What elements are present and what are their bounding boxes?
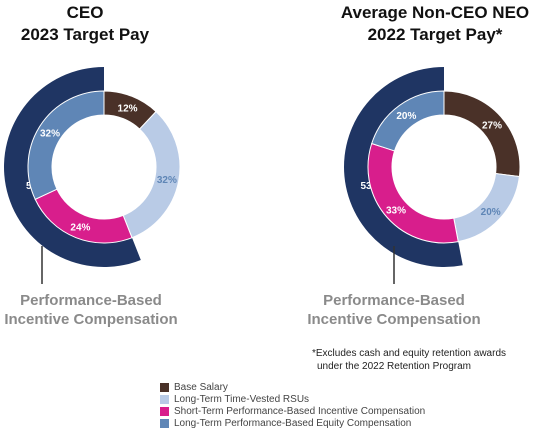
legend-item-short-term-incentive: Short-Term Performance-Based Incentive C…: [160, 405, 425, 417]
legend-item-long-term-equity: Long-Term Performance-Based Equity Compe…: [160, 417, 425, 429]
ceo-title-line-2: 2023 Target Pay: [20, 25, 150, 44]
ceo-caption-line-1: Performance-Based: [20, 292, 162, 309]
neo-slice-label-time-vested-rsus: 20%: [481, 207, 501, 218]
neo-title-line-1: Average Non-CEO NEO: [340, 3, 530, 22]
footnote-line-1: *Excludes cash and equity retention awar…: [312, 348, 507, 359]
neo-slice-base-salary: [443, 90, 521, 178]
ceo-caption-line-2: Incentive Compensation: [4, 311, 178, 328]
ceo-performance-arc: [4, 66, 141, 267]
ceo-slice-label-short-term-incentive: 24%: [70, 223, 90, 234]
ceo-slice-long-term-equity: [27, 90, 105, 201]
neo-chart-title: Average Non-CEO NEO 2022 Target Pay*: [330, 2, 536, 46]
neo-slice-label-long-term-equity: 20%: [396, 111, 416, 122]
legend-item-time-vested-rsus: Long-Term Time-Vested RSUs: [160, 393, 425, 405]
legend-label: Base Salary: [174, 381, 228, 393]
neo-performance-caption: Performance-Based Incentive Compensation: [300, 291, 488, 329]
legend: Base Salary Long-Term Time-Vested RSUs S…: [160, 381, 425, 429]
legend-swatch: [160, 394, 169, 404]
neo-title-line-2: 2022 Target Pay*: [367, 25, 503, 44]
neo-slice-long-term-equity: [371, 90, 445, 152]
ceo-title-line-1: CEO: [66, 3, 104, 22]
legend-swatch: [160, 418, 169, 428]
ceo-slice-label-time-vested-rsus: 32%: [157, 175, 177, 186]
legend-label: Long-Term Time-Vested RSUs: [174, 393, 310, 405]
footnote-line-2: under the 2022 Retention Program: [317, 361, 471, 372]
ceo-slice-label-long-term-equity: 32%: [40, 129, 60, 140]
ceo-performance-caption: Performance-Based Incentive Compensation: [0, 291, 182, 329]
legend-label: Short-Term Performance-Based Incentive C…: [174, 405, 426, 417]
neo-caption-line-2: Incentive Compensation: [307, 311, 481, 328]
legend-swatch: [160, 382, 169, 392]
ceo-slice-label-base-salary: 12%: [118, 103, 138, 114]
footnote: *Excludes cash and equity retention awar…: [312, 347, 536, 373]
ceo-chart-title: CEO 2023 Target Pay: [0, 2, 170, 46]
neo-slice-label-base-salary: 27%: [482, 121, 502, 132]
legend-swatch: [160, 406, 169, 416]
legend-label: Long-Term Performance-Based Equity Compe…: [174, 417, 412, 429]
neo-caption-line-1: Performance-Based: [323, 292, 465, 309]
neo-slice-label-short-term-incentive: 33%: [386, 205, 406, 216]
legend-item-base-salary: Base Salary: [160, 381, 425, 393]
neo-performance-arc: [344, 67, 463, 267]
